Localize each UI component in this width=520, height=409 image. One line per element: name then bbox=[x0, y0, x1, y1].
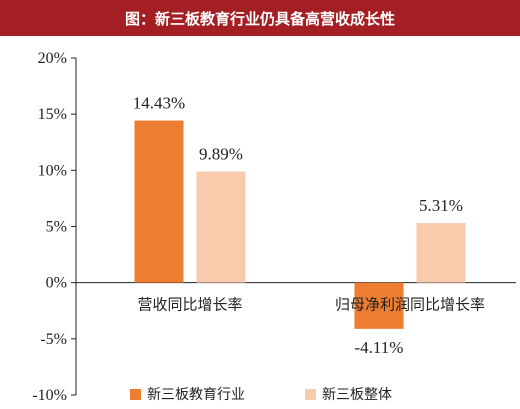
category-label: 归母净利润同比增长率 bbox=[335, 296, 485, 314]
legend-label: 新三板整体 bbox=[322, 387, 392, 403]
y-tick-label: 15% bbox=[38, 106, 67, 123]
legend-swatch bbox=[305, 389, 316, 400]
legend-label: 新三板教育行业 bbox=[147, 387, 245, 403]
data-label: 14.43% bbox=[133, 94, 185, 113]
legend-swatch bbox=[130, 389, 141, 400]
bars: 14.43% 9.89% -4.11% 5.31% bbox=[133, 94, 466, 357]
category-label: 营收同比增长率 bbox=[137, 296, 242, 314]
y-tick-label: 20% bbox=[38, 50, 67, 67]
data-label: -4.11% bbox=[355, 338, 404, 357]
y-tick-label: 0% bbox=[46, 275, 67, 292]
legend: 新三板教育行业 新三板整体 bbox=[130, 387, 392, 403]
category-labels: 营收同比增长率 归母净利润同比增长率 bbox=[137, 296, 485, 314]
y-axis-ticks: 20% 15% 10% 5% 0% -5% -10% bbox=[32, 50, 76, 404]
y-tick-label: -5% bbox=[40, 331, 67, 348]
y-tick-label: 5% bbox=[46, 219, 67, 236]
y-tick-label: 10% bbox=[38, 162, 67, 179]
bar bbox=[416, 223, 466, 283]
chart-title: 图：新三板教育行业仍具备高营收成长性 bbox=[0, 0, 520, 36]
data-label: 9.89% bbox=[199, 145, 243, 164]
bar bbox=[196, 171, 246, 283]
data-label: 5.31% bbox=[419, 196, 463, 215]
bar bbox=[354, 282, 404, 329]
y-tick-label: -10% bbox=[32, 387, 67, 404]
bar bbox=[134, 120, 184, 283]
